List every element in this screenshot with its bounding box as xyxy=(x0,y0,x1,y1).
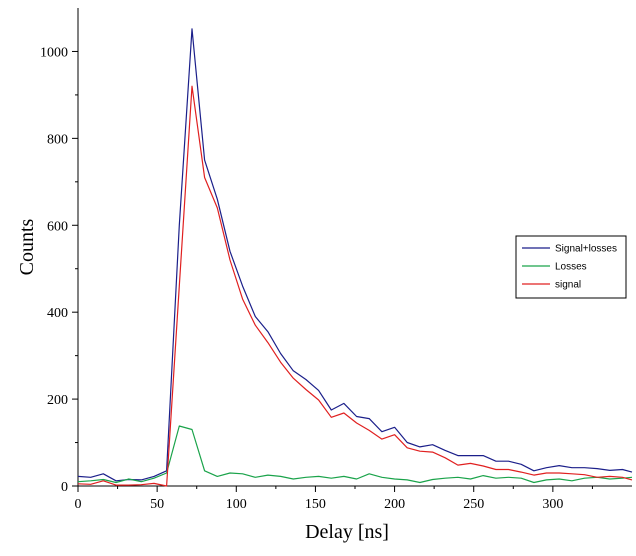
legend-label-1: Signal+losses xyxy=(555,244,617,255)
x-tick-label: 200 xyxy=(384,497,405,512)
x-axis-title: Delay [ns] xyxy=(305,521,389,543)
y-tick-label: 1000 xyxy=(40,45,68,60)
y-tick-label: 400 xyxy=(47,306,68,321)
legend-box xyxy=(515,235,627,299)
y-tick-label: 0 xyxy=(61,480,68,495)
legend: Signal+losses Losses signal xyxy=(515,235,627,299)
y-tick-label: 600 xyxy=(47,219,68,234)
y-tick-label: 200 xyxy=(47,393,68,408)
x-tick-label: 300 xyxy=(542,497,563,512)
series-line-2 xyxy=(77,425,633,484)
x-tick-label: 50 xyxy=(150,497,164,512)
legend-label-2: Losses xyxy=(555,262,587,273)
series-line-3 xyxy=(77,85,633,487)
x-tick-label: 0 xyxy=(75,497,82,512)
legend-label-3: signal xyxy=(555,280,581,291)
plot-area: 0 200 400 600 800 1000 0 50 100 150 200 250 300 xyxy=(40,8,633,512)
x-tick-label: 250 xyxy=(463,497,484,512)
series-line-1 xyxy=(77,28,633,482)
x-tick-label: 100 xyxy=(226,497,247,512)
x-tick-label: 150 xyxy=(305,497,326,512)
y-tick-label: 800 xyxy=(47,132,68,147)
y-axis-title: Counts xyxy=(16,218,38,275)
